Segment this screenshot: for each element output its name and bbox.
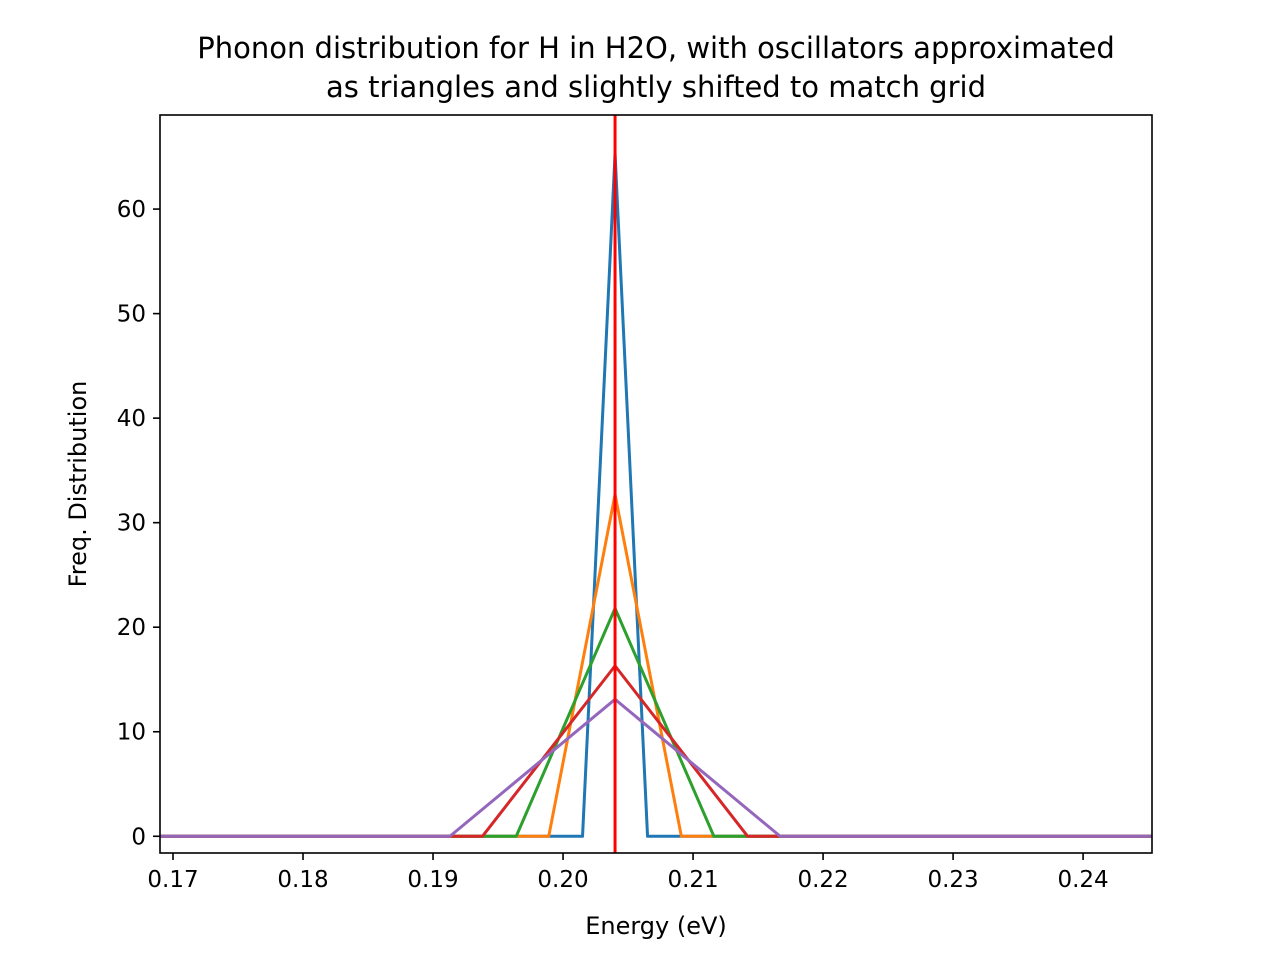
x-axis: 0.17 0.18 0.19 0.20 0.21 0.22 0.23 0.24 — [147, 853, 1109, 893]
x-tick-label: 0.22 — [797, 867, 848, 893]
y-tick-label: 10 — [117, 720, 146, 746]
chart-title-line: as triangles and slightly shifted to mat… — [326, 70, 986, 104]
y-axis-label: Freq. Distribution — [64, 381, 92, 588]
series-line-2 — [160, 492, 1152, 838]
x-tick-label: 0.19 — [407, 867, 458, 893]
x-tick-label: 0.18 — [277, 867, 328, 893]
x-tick-label: 0.21 — [667, 867, 718, 893]
y-tick-label: 0 — [131, 824, 146, 850]
plot-area — [159, 114, 1153, 854]
chart-title: Phonon distribution for H in H2O, with o… — [197, 31, 1115, 104]
axes-frame — [159, 114, 1153, 854]
chart-title-line: Phonon distribution for H in H2O, with o… — [197, 31, 1115, 65]
y-tick-label: 40 — [117, 406, 146, 432]
x-axis-label: Energy (eV) — [585, 912, 727, 940]
series-line-4 — [160, 664, 1152, 838]
series-layer — [160, 115, 1152, 853]
x-tick-label: 0.24 — [1057, 867, 1108, 893]
series-line-3 — [160, 606, 1152, 838]
y-axis: 0 10 20 30 40 50 60 — [117, 197, 160, 850]
x-tick-label: 0.17 — [147, 867, 198, 893]
y-tick-label: 30 — [117, 511, 146, 537]
y-tick-label: 50 — [117, 302, 146, 328]
y-tick-label: 60 — [117, 197, 146, 223]
x-tick-label: 0.20 — [537, 867, 588, 893]
y-tick-label: 20 — [117, 615, 146, 641]
x-tick-label: 0.23 — [927, 867, 978, 893]
